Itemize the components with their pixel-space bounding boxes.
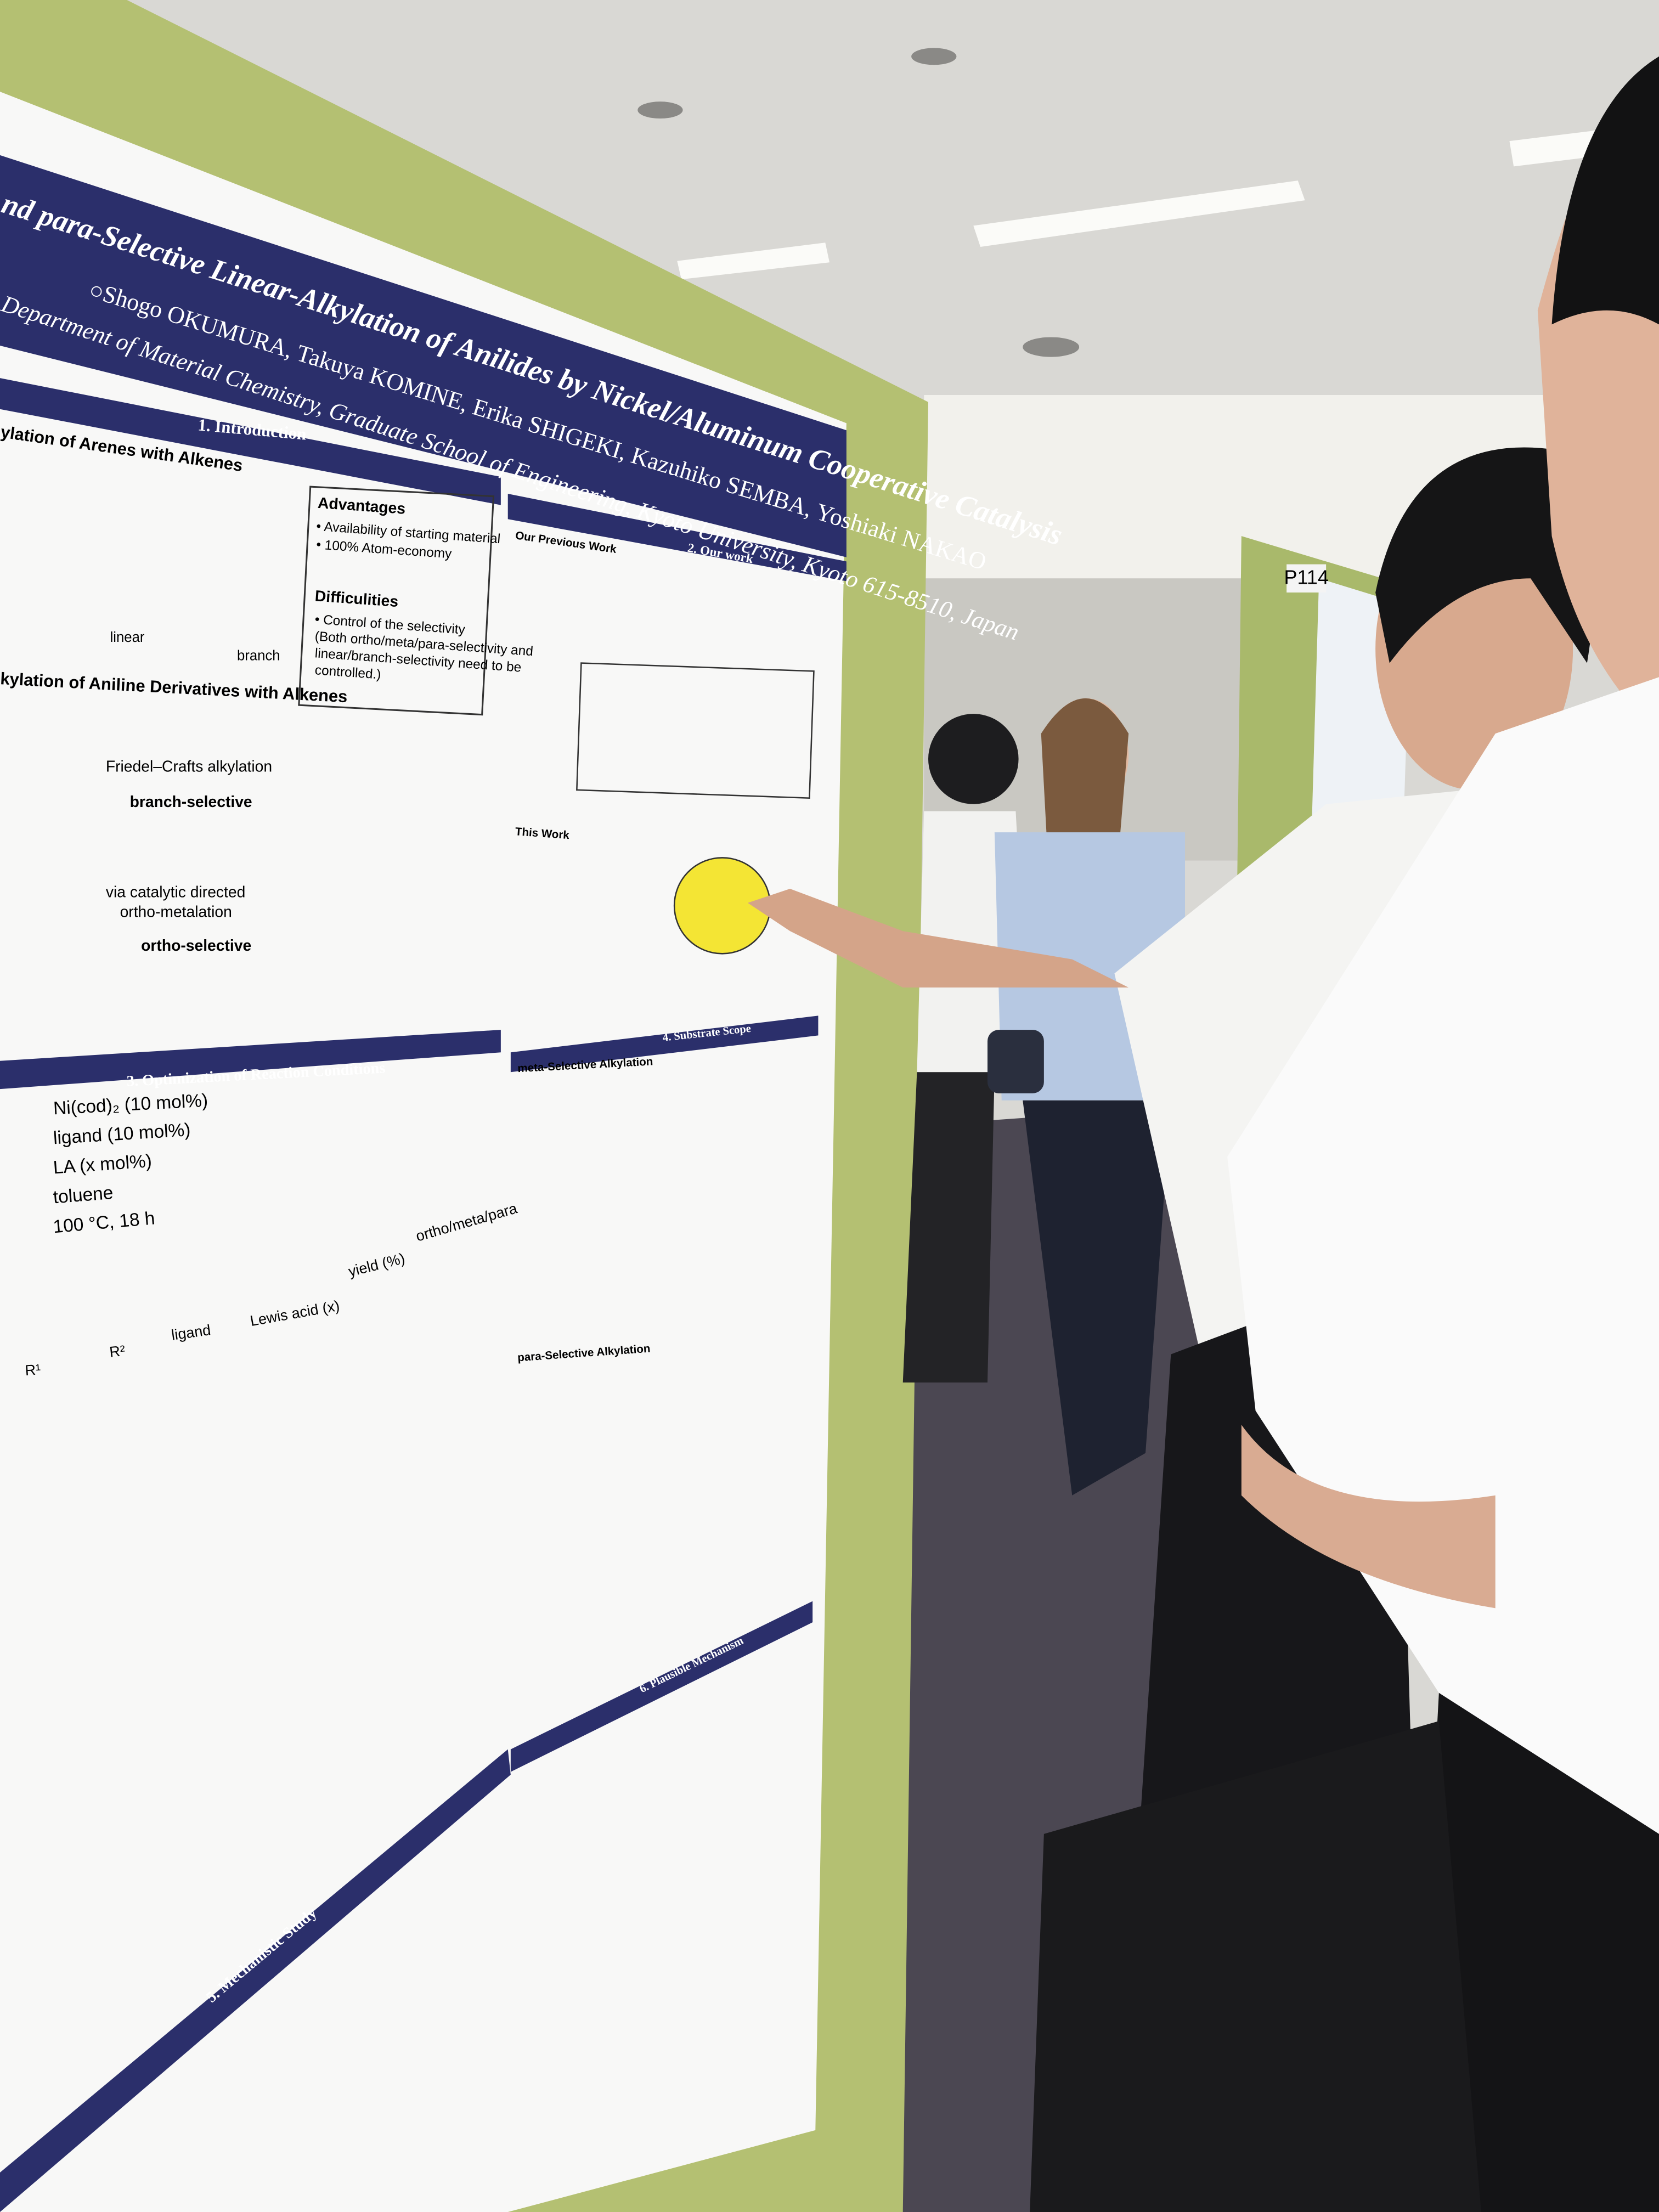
board-sign	[1286, 564, 1327, 592]
intro-label: ortho-selective	[141, 936, 251, 954]
intro-label: via catalytic directed	[106, 883, 246, 900]
section-band	[510, 1601, 813, 1772]
ceiling-light	[677, 242, 830, 280]
section-band	[507, 494, 847, 582]
ceiling-spot	[637, 101, 683, 119]
section-band	[0, 1030, 501, 1090]
board-label: P114	[1284, 566, 1328, 589]
advantages-box	[298, 486, 495, 716]
person-front	[1030, 56, 1659, 2212]
person-woman	[994, 698, 1185, 1496]
trousers	[1023, 1100, 1171, 1496]
intro-label: ortho-metalation	[120, 902, 232, 920]
intro-label: branch	[237, 648, 280, 663]
hair	[1551, 56, 1659, 325]
section-band	[0, 378, 501, 505]
ceiling-light	[1509, 129, 1606, 167]
arm	[1241, 1425, 1496, 1609]
title-band	[0, 155, 847, 557]
intro-label: linear	[110, 630, 145, 645]
section-band	[510, 1015, 819, 1073]
poster	[0, 92, 847, 2212]
bag	[1030, 1721, 1481, 2212]
table-header: R²	[109, 1342, 126, 1361]
arm	[747, 889, 1129, 988]
trousers	[902, 1072, 995, 1383]
ceiling-spot	[911, 48, 957, 65]
ceiling-spot	[1023, 337, 1080, 357]
intro-label: branch-selective	[130, 793, 252, 810]
ligand-box	[576, 662, 815, 799]
intro-label: Friedel–Crafts alkylation	[106, 758, 272, 775]
trousers	[1410, 1692, 1659, 2212]
watch	[988, 1030, 1044, 1093]
ceiling-light	[973, 180, 1305, 247]
condition: toluene	[52, 1183, 114, 1207]
section-band	[0, 1749, 511, 2212]
shirt	[1227, 677, 1659, 1877]
head	[928, 714, 1019, 804]
hair	[1375, 447, 1594, 663]
table-header: R¹	[25, 1361, 42, 1379]
